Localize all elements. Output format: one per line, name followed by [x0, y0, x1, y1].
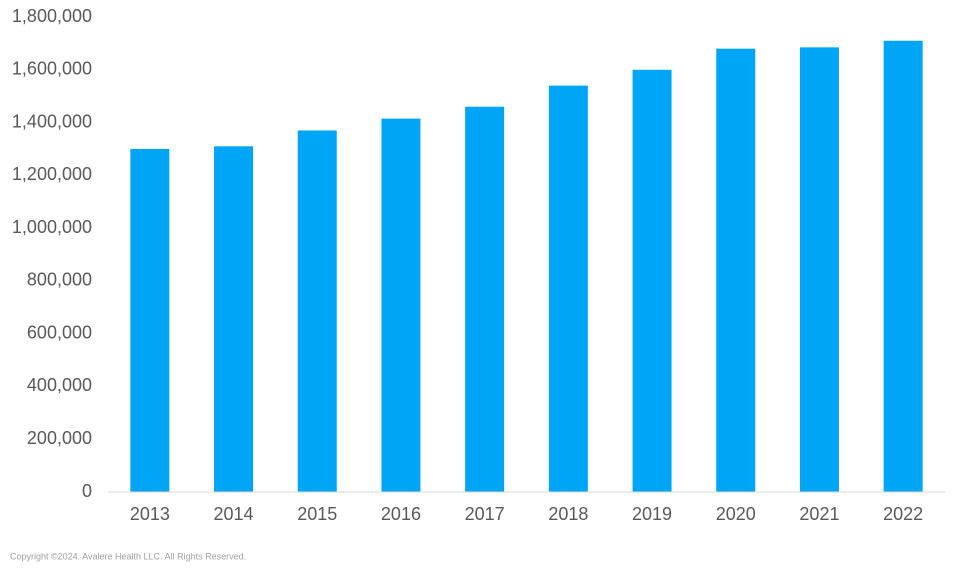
x-tick-label: 2022 [883, 504, 923, 524]
bar [716, 48, 756, 493]
bar [548, 85, 588, 492]
y-tick-label: 1,400,000 [12, 111, 92, 131]
y-tick-label: 1,000,000 [12, 217, 92, 237]
y-tick-label: 800,000 [27, 270, 92, 290]
x-tick-label: 2019 [632, 504, 672, 524]
x-tick-label: 2021 [799, 504, 839, 524]
y-tick-label: 600,000 [27, 322, 92, 342]
bar [883, 40, 923, 492]
x-tick-label: 2014 [214, 504, 254, 524]
y-tick-label: 1,200,000 [12, 164, 92, 184]
x-tick-label: 2017 [465, 504, 505, 524]
bar [214, 146, 254, 493]
bar [130, 148, 170, 492]
bar [297, 130, 337, 492]
y-tick-label: 200,000 [27, 428, 92, 448]
y-tick-label: 1,800,000 [12, 6, 92, 26]
bar [381, 118, 421, 492]
x-tick-label: 2018 [548, 504, 588, 524]
x-tick-label: 2016 [381, 504, 421, 524]
bar [465, 106, 505, 492]
bar [799, 47, 839, 492]
x-tick-label: 2015 [297, 504, 337, 524]
y-tick-label: 1,600,000 [12, 59, 92, 79]
x-tick-label: 2013 [130, 504, 170, 524]
x-tick-label: 2020 [716, 504, 756, 524]
y-tick-label: 0 [82, 481, 92, 501]
footnote: Copyright ©2024. Avalere Health LLC. All… [10, 551, 246, 561]
y-tick-label: 400,000 [27, 375, 92, 395]
bar [632, 69, 672, 493]
